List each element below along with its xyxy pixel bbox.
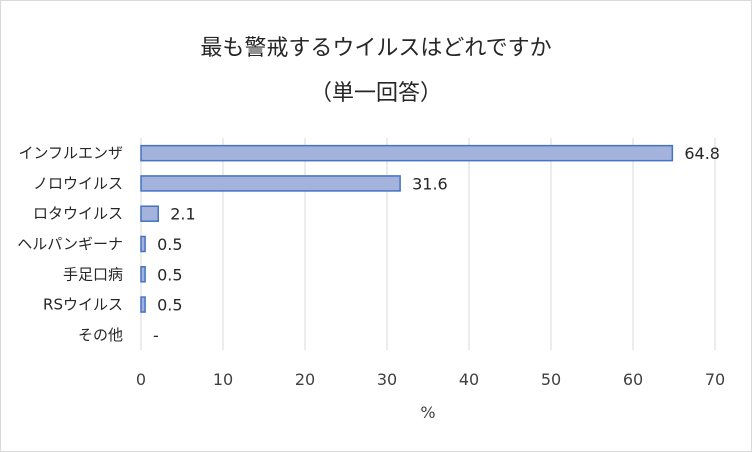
- data-label-1: 31.6: [412, 174, 448, 193]
- data-label-3: 0.5: [157, 235, 182, 254]
- bar-4: [140, 266, 146, 283]
- category-label-3: ヘルパンギーナ: [17, 235, 123, 253]
- category-label-0: インフルエンザ: [18, 144, 123, 162]
- x-tick-label-60: 60: [623, 370, 643, 389]
- bar-2: [140, 205, 159, 222]
- chart-title: 最も警戒するウイルスはどれですか: [200, 36, 552, 61]
- grid-layer: [140, 138, 716, 350]
- chart-subtitle: （単一回答）: [309, 81, 442, 106]
- x-axis-title: %: [420, 403, 435, 422]
- bar-5: [140, 296, 146, 313]
- x-tick-label-0: 0: [136, 370, 146, 389]
- category-label-4: 手足口病: [63, 265, 123, 283]
- data-label-6: -: [153, 326, 159, 345]
- category-label-5: RSウイルス: [43, 296, 123, 314]
- x-tick-label-30: 30: [377, 370, 397, 389]
- data-label-0: 64.8: [684, 144, 720, 163]
- bar-layer: [140, 144, 674, 313]
- bar-1: [140, 175, 401, 192]
- data-label-4: 0.5: [157, 265, 182, 284]
- category-label-1: ノロウイルス: [33, 174, 123, 192]
- bar-3: [140, 235, 146, 253]
- x-tick-label-70: 70: [705, 370, 725, 389]
- x-tick-label-20: 20: [295, 370, 315, 389]
- label-layer: 0 10 20 30 40 50 60 70 インフルエンザ 64.8 ノロウイルス 31.6 ロタウイ…: [17, 144, 725, 389]
- data-label-5: 0.5: [157, 296, 182, 315]
- x-tick-label-40: 40: [459, 370, 479, 389]
- data-label-2: 2.1: [170, 205, 195, 224]
- category-label-2: ロタウイルス: [33, 205, 123, 223]
- category-label-6: その他: [78, 326, 123, 344]
- x-tick-label-10: 10: [213, 370, 233, 389]
- x-tick-label-50: 50: [541, 370, 561, 389]
- bar-0: [140, 144, 674, 162]
